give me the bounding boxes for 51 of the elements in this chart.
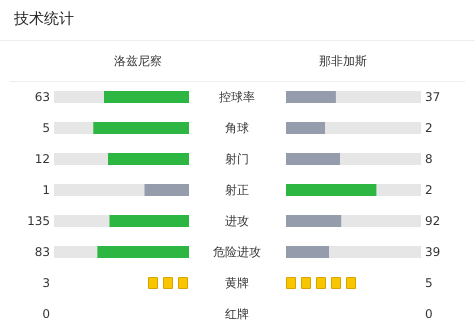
bar <box>336 91 421 103</box>
text: 8 <box>425 152 433 166</box>
bar <box>54 91 104 103</box>
text: 135 <box>27 214 50 228</box>
y-tick-label: 红牌 <box>225 307 249 321</box>
bar <box>93 122 189 134</box>
bar <box>286 91 336 103</box>
text: 37 <box>425 90 440 104</box>
bar <box>340 153 421 165</box>
text: 39 <box>425 245 440 259</box>
y-tick-label: 危险进攻 <box>213 245 261 259</box>
text: 0 <box>42 307 50 321</box>
bar <box>54 215 110 227</box>
bar <box>376 184 421 196</box>
text: 1 <box>42 183 50 197</box>
text: 63 <box>34 90 50 104</box>
text: 2 <box>425 183 433 197</box>
bar <box>329 246 421 258</box>
text: 2 <box>425 121 433 135</box>
text: 0 <box>425 307 433 321</box>
bar <box>54 184 144 196</box>
bar <box>286 122 326 134</box>
y-tick-label: 进攻 <box>225 214 249 228</box>
bar <box>54 246 98 258</box>
text: 12 <box>34 152 50 166</box>
y-tick-label: 角球 <box>225 121 249 135</box>
bar <box>104 91 189 103</box>
bar <box>54 122 94 134</box>
bar <box>286 184 376 196</box>
bar <box>286 215 342 227</box>
text: 5 <box>425 276 433 290</box>
bar <box>286 246 330 258</box>
chart-title: 技术统计 <box>13 10 74 28</box>
y-tick-label: 射正 <box>225 183 249 197</box>
bar <box>286 153 340 165</box>
y-tick-label: 射门 <box>225 152 249 166</box>
bar <box>109 215 189 227</box>
bar <box>54 153 108 165</box>
bar <box>144 184 189 196</box>
y-tick-label: 黄牌 <box>225 276 249 290</box>
bar <box>325 122 421 134</box>
series-label: 那非加斯 <box>319 54 367 68</box>
text: 5 <box>42 121 50 135</box>
bar <box>97 246 189 258</box>
series-label: 洛兹尼察 <box>114 54 162 68</box>
y-tick-label: 控球率 <box>219 90 255 104</box>
text: 3 <box>42 276 50 290</box>
bar <box>341 215 421 227</box>
bar <box>108 153 189 165</box>
text: 83 <box>34 245 50 259</box>
text: 92 <box>425 214 440 228</box>
